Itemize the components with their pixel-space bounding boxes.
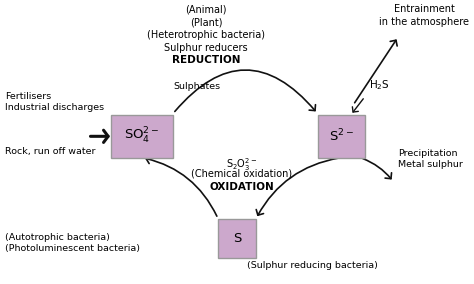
Text: (Plant): (Plant) [190,17,222,27]
FancyArrowPatch shape [363,158,392,179]
FancyBboxPatch shape [111,115,173,158]
Text: H$_2$S: H$_2$S [369,78,390,92]
Text: Precipitation
Metal sulphur: Precipitation Metal sulphur [398,149,463,169]
Text: Fertilisers
Industrial discharges: Fertilisers Industrial discharges [5,92,104,112]
Text: Sulphur reducers: Sulphur reducers [164,43,248,53]
Text: REDUCTION: REDUCTION [172,55,240,65]
FancyArrowPatch shape [352,99,363,112]
Text: S$_2$O$_3^{2-}$: S$_2$O$_3^{2-}$ [226,156,257,173]
FancyBboxPatch shape [218,219,256,258]
Text: (Autotrophic bacteria)
(Photoluminescent bacteria): (Autotrophic bacteria) (Photoluminescent… [5,233,140,253]
Text: Sulphates: Sulphates [173,82,220,91]
Text: (Chemical oxidation): (Chemical oxidation) [191,169,292,179]
Text: (Sulphur reducing bacteria): (Sulphur reducing bacteria) [247,261,378,270]
FancyArrowPatch shape [256,158,338,215]
Text: S: S [233,232,241,245]
Text: S$^{2-}$: S$^{2-}$ [329,128,354,145]
FancyArrowPatch shape [146,155,217,216]
FancyBboxPatch shape [318,115,365,158]
Text: SO$_4^{2-}$: SO$_4^{2-}$ [125,126,160,146]
Text: OXIDATION: OXIDATION [210,182,274,192]
Text: (Animal): (Animal) [185,4,227,14]
Text: (Heterotrophic bacteria): (Heterotrophic bacteria) [147,30,265,40]
Text: Rock, run off water: Rock, run off water [5,147,95,156]
FancyArrowPatch shape [355,40,397,103]
FancyArrowPatch shape [175,70,316,112]
FancyArrowPatch shape [91,130,108,143]
Text: Entrainment
in the atmosphere: Entrainment in the atmosphere [379,4,469,27]
